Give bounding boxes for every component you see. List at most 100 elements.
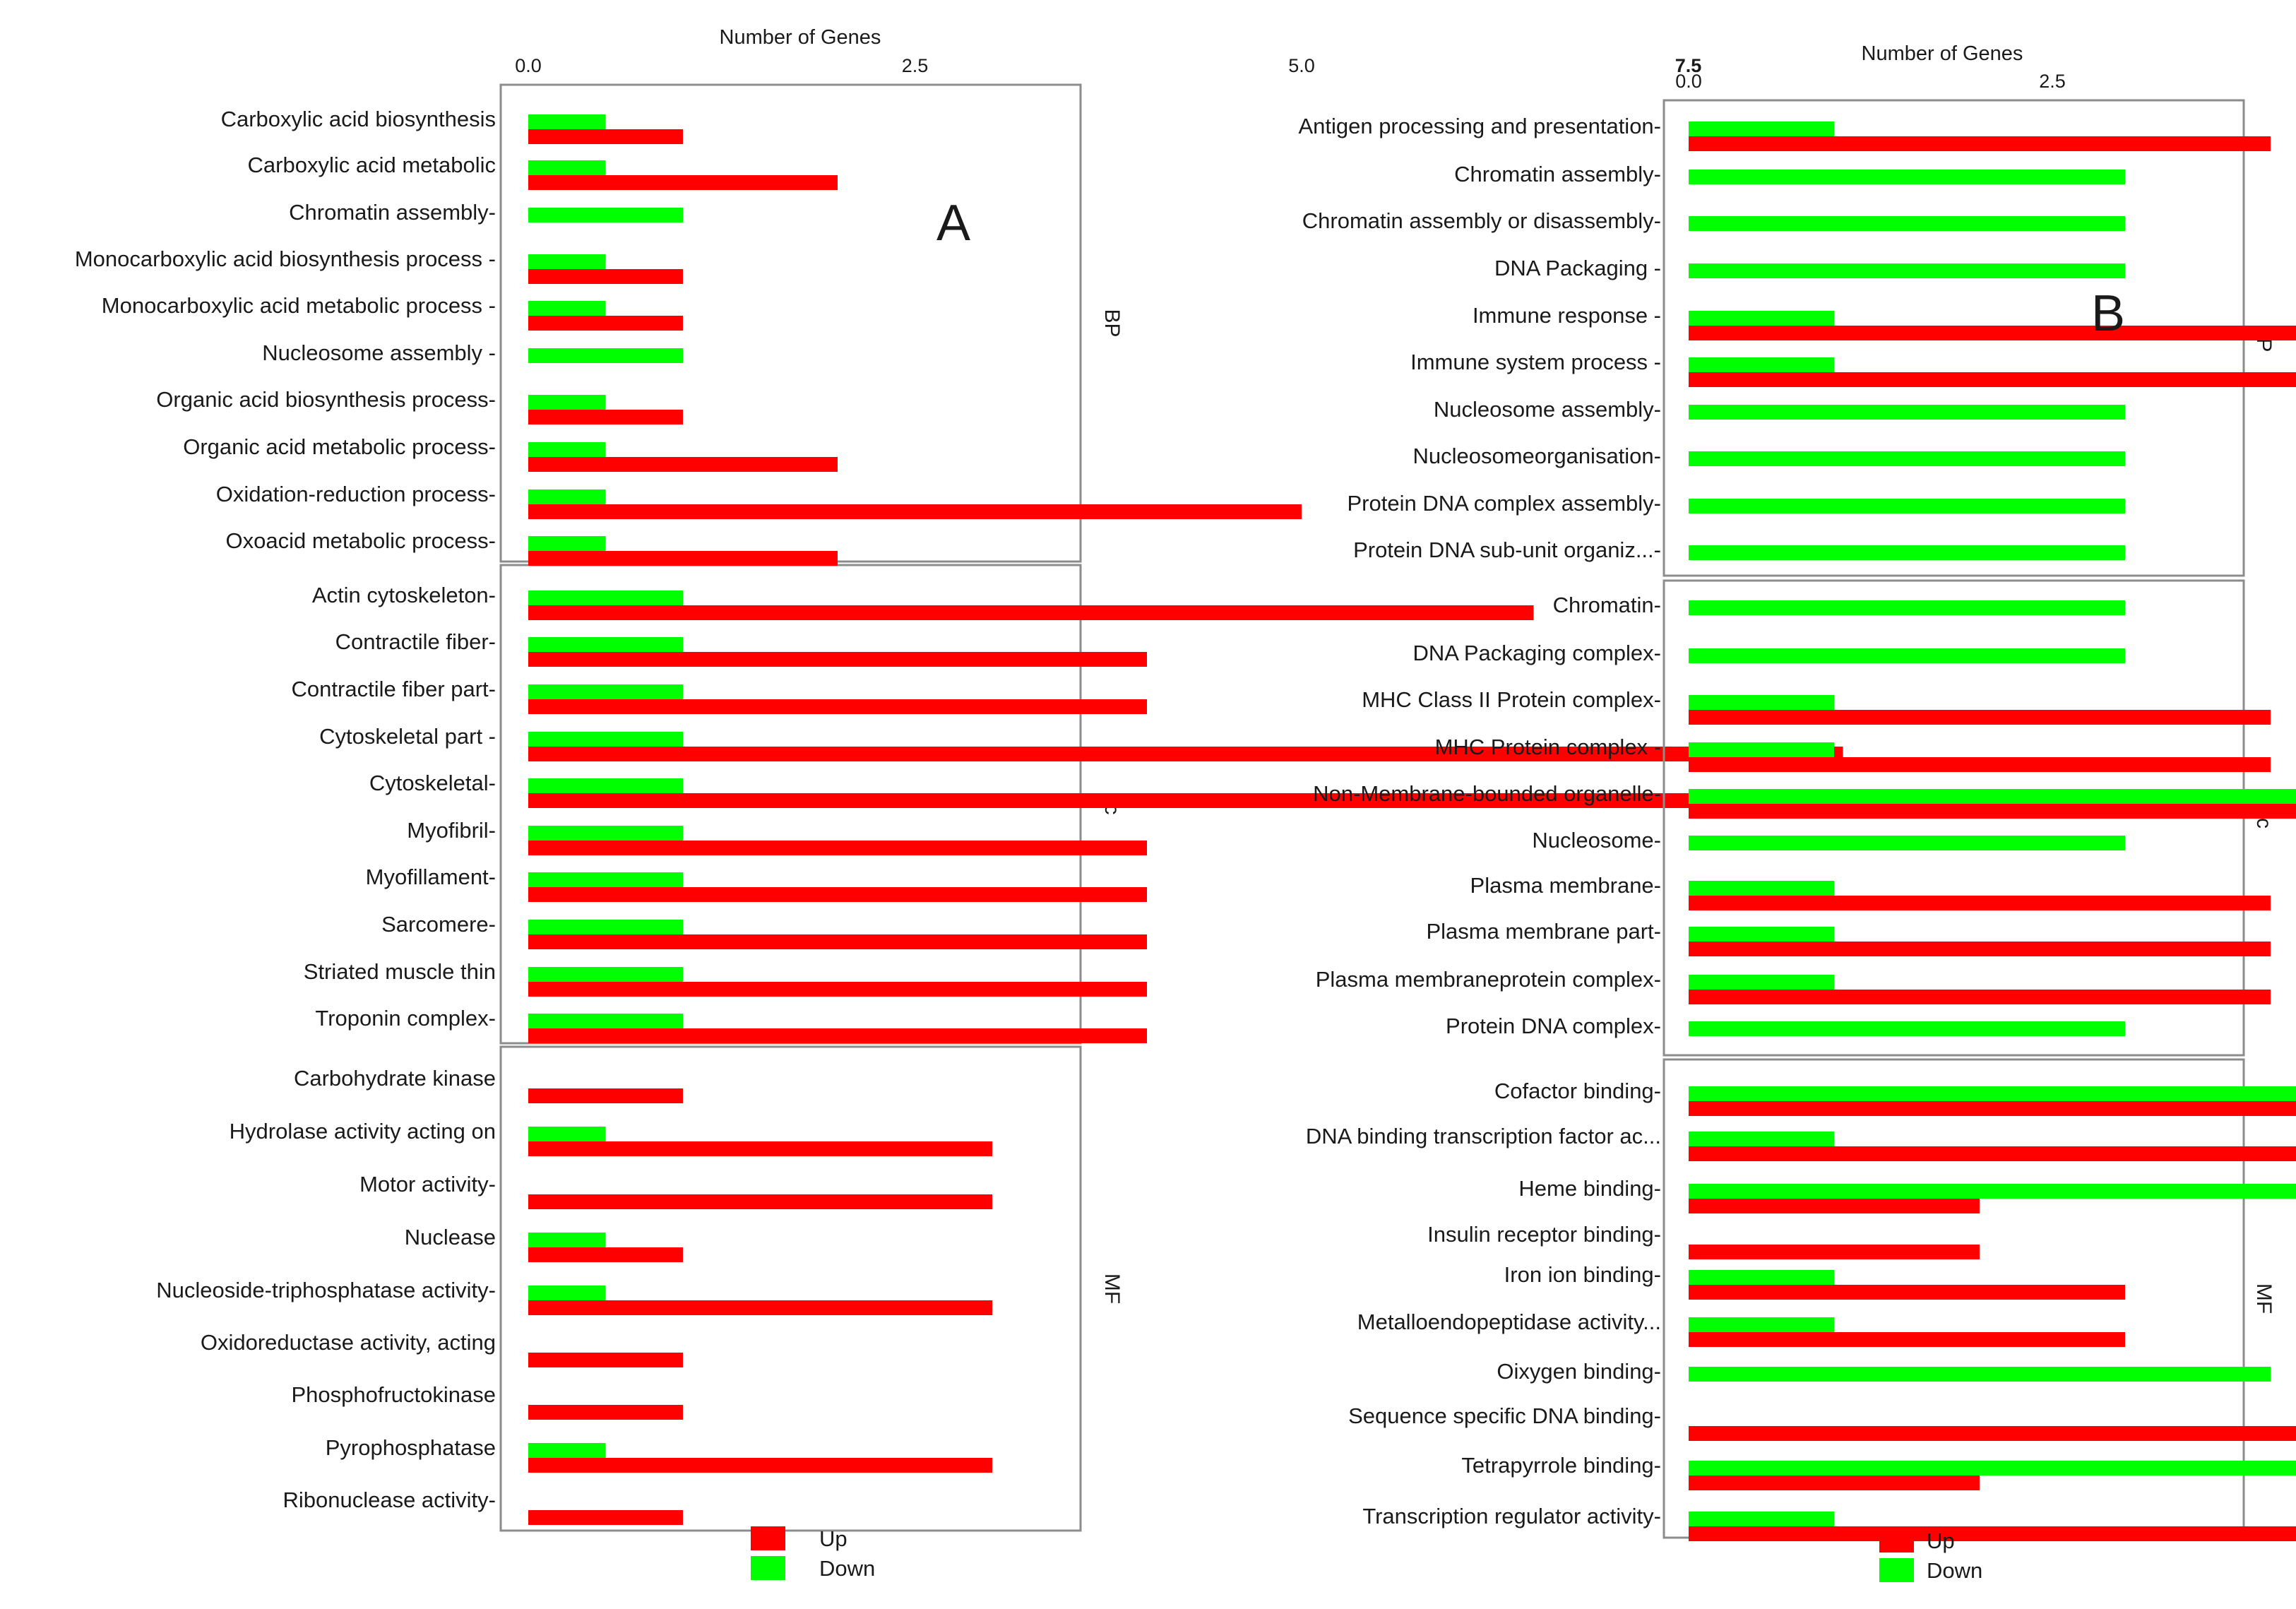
panel-b-cc-row-4-label: Non-Membrane-bounded organelle-: [1313, 781, 1661, 806]
panel-a-bp-row-7-up-bar: [528, 457, 838, 472]
panel-a-x-axis-title: Number of Genes: [720, 26, 881, 49]
panel-a-letter: A: [936, 195, 970, 251]
panel-b-mf-row-1-up-bar: [1689, 1146, 2296, 1161]
panel-a-mf-row-4-up-bar: [528, 1300, 992, 1315]
panel-a-mf-row-2-up-bar: [528, 1194, 992, 1209]
panel-b-mf-row-9-up-bar: [1689, 1526, 2296, 1541]
panel-b-mf-row-8-down-bar: [1689, 1461, 2296, 1476]
panel-b-cc-row-9-label: Protein DNA complex-: [1446, 1014, 1661, 1038]
panel-b-mf-row-8-up-bar: [1689, 1476, 1980, 1490]
panel-a-cc-row-2-down-bar: [528, 684, 683, 699]
panel-a-x-tick-2: 5.0: [1288, 55, 1315, 76]
panel-a-cc-row-1-label: Contractile fiber-: [335, 629, 496, 654]
panel-a-cc-row-3-up-bar: [528, 747, 1843, 761]
panel-b-mf-row-5-label: Metalloendopeptidase activity...: [1357, 1310, 1661, 1334]
panel-b-cc-row-3-up-bar: [1689, 757, 2271, 772]
panel-a-bp-row-3-label: Monocarboxylic acid biosynthesis process…: [75, 247, 496, 271]
panel-b-bp-row-4-up-bar: [1689, 326, 2296, 340]
panel-b-mf-row-6-label: Oixygen binding-: [1497, 1359, 1661, 1384]
panel-a-cc-row-0-label: Actin cytoskeleton-: [312, 583, 496, 607]
panel-a-x-tick-1: 2.5: [902, 55, 929, 76]
panel-b-cc-row-7-down-bar: [1689, 927, 1834, 942]
panel-b-cc-row-6-label: Plasma membrane-: [1470, 873, 1661, 898]
panel-a-bp-row-8-down-bar: [528, 489, 606, 504]
panel-a-bp-row-0-label: Carboxylic acid biosynthesis: [221, 107, 496, 131]
panel-a-mf-row-1-label: Hydrolase activity acting on: [230, 1119, 496, 1144]
panel-a-bp-row-0-down-bar: [528, 114, 606, 129]
panel-b-mf-row-4-label: Iron ion binding-: [1504, 1262, 1661, 1287]
panel-a-bp-row-3-up-bar: [528, 269, 683, 284]
panel-b-bp-row-0-down-bar: [1689, 121, 1834, 136]
panel-a-cc-row-5-down-bar: [528, 826, 683, 841]
panel-a-bp-row-7-label: Organic acid metabolic process-: [183, 434, 496, 459]
panel-b-bp-row-1-down-bar: [1689, 170, 2125, 184]
panel-b-mf-row-2-down-bar: [1689, 1184, 2296, 1199]
panel-a-mf-row-3-up-bar: [528, 1247, 683, 1262]
panel-b-mf-row-5-up-bar: [1689, 1332, 2125, 1347]
panel-b-mf-row-3-up-bar: [1689, 1245, 1980, 1259]
panel-b-mf-row-8-label: Tetrapyrrole binding-: [1461, 1453, 1661, 1478]
panel-a-cc-row-3-label: Cytoskeletal part -: [319, 724, 496, 749]
panel-a-mf-row-5-label: Oxidoreductase activity, acting: [201, 1330, 496, 1355]
panel-b-bp-row-5-up-bar: [1689, 372, 2296, 387]
panel-a-mf-row-4-down-bar: [528, 1286, 606, 1300]
panel-b-mf-row-6-down-bar: [1689, 1367, 2271, 1382]
panel-a-bp-row-1-label: Carboxylic acid metabolic: [248, 153, 496, 177]
panel-b-legend-up-swatch: [1879, 1528, 1914, 1552]
panel-b-cc-row-8-down-bar: [1689, 975, 1834, 990]
panel-a-cc-row-4-label: Cytoskeletal-: [369, 771, 496, 795]
panel-a-bp-row-5-down-bar: [528, 348, 683, 363]
panel-b-bp-row-8-down-bar: [1689, 499, 2125, 513]
panel-b-cc-row-8-label: Plasma membraneprotein complex-: [1316, 967, 1661, 992]
panel-b-bp-row-8-label: Protein DNA complex assembly-: [1348, 491, 1662, 516]
panel-a-cc-row-9-down-bar: [528, 1014, 683, 1028]
panel-b-x-tick-0: 0.0: [1675, 71, 1702, 92]
panel-b-cc-row-3-label: MHC Protein complex -: [1435, 735, 1661, 759]
panel-a-mf-row-6-up-bar: [528, 1405, 683, 1420]
panel-b-bp-row-2-down-bar: [1689, 216, 2125, 231]
panel-b-bp-row-9-down-bar: [1689, 545, 2125, 560]
panel-b-mf-row-3-label: Insulin receptor binding-: [1427, 1222, 1661, 1247]
panel-b-cc-row-2-up-bar: [1689, 710, 2271, 725]
panel-b-cc-row-5-down-bar: [1689, 836, 2125, 850]
panel-a-mf-row-1-down-bar: [528, 1127, 606, 1141]
panel-b-legend-up-label: Up: [1927, 1528, 1955, 1553]
panel-b-bp-row-5-label: Immune system process -: [1410, 350, 1661, 374]
panel-b-bp-row-7-label: Nucleosomeorganisation-: [1412, 444, 1661, 468]
panel-b-mf-row-4-up-bar: [1689, 1285, 2125, 1300]
panel-a-cc-row-7-up-bar: [528, 934, 1147, 949]
panel-a-cc-row-8-up-bar: [528, 982, 1147, 997]
panel-a-mf-row-3-down-bar: [528, 1233, 606, 1247]
panel-a-cc-row-9-label: Troponin complex-: [315, 1006, 496, 1031]
panel-a-cc-row-1-down-bar: [528, 637, 683, 652]
panel-a-facet-label-mf: MF: [1100, 1273, 1124, 1304]
panel-a-bp-row-7-down-bar: [528, 442, 606, 457]
panel-a-cc-row-4-down-bar: [528, 778, 683, 793]
panel-b-cc-row-2-label: MHC Class II Protein complex-: [1362, 687, 1661, 712]
panel-b-bp-row-4-label: Immune response -: [1473, 303, 1661, 328]
panel-a-bp-row-0-up-bar: [528, 129, 683, 144]
panel-b-bp-row-3-label: DNA Packaging -: [1494, 256, 1661, 280]
panel-b-cc-row-4-down-bar: [1689, 789, 2296, 804]
panel-a-mf-row-6-label: Phosphofructokinase: [291, 1382, 496, 1407]
panel-a-bp-row-2-down-bar: [528, 208, 683, 222]
panel-a-cc-row-5-label: Myofibril-: [407, 818, 496, 843]
panel-b-mf-row-2-label: Heme binding-: [1518, 1176, 1661, 1201]
panel-a-bp-row-5-label: Nucleosome assembly -: [262, 340, 496, 365]
panel-a-mf-row-8-label: Ribonuclease activity-: [282, 1488, 496, 1512]
panel-a-bp-row-6-down-bar: [528, 395, 606, 410]
panel-a-cc-row-6-down-bar: [528, 872, 683, 887]
panel-b-cc-row-8-up-bar: [1689, 990, 2271, 1004]
panel-b-letter: B: [2091, 285, 2125, 342]
panel-a-x-tick-3: 7.5: [1675, 55, 1702, 76]
panel-a-mf-row-3-label: Nuclease: [405, 1225, 496, 1249]
panel-b-bp-row-0-up-bar: [1689, 136, 2271, 151]
panel-a-bp-row-1-down-bar: [528, 160, 606, 175]
panel-b-cc-row-6-up-bar: [1689, 896, 2271, 910]
panel-a-cc-row-7-label: Sarcomere-: [381, 912, 496, 937]
panel-a-mf-row-5-up-bar: [528, 1353, 683, 1367]
panel-b-mf-row-7-up-bar: [1689, 1426, 2296, 1441]
panel-b-cc-row-9-down-bar: [1689, 1021, 2125, 1036]
panel-a-bp-row-4-label: Monocarboxylic acid metabolic process -: [102, 293, 496, 318]
panel-a-mf-frame: [499, 1045, 1082, 1532]
